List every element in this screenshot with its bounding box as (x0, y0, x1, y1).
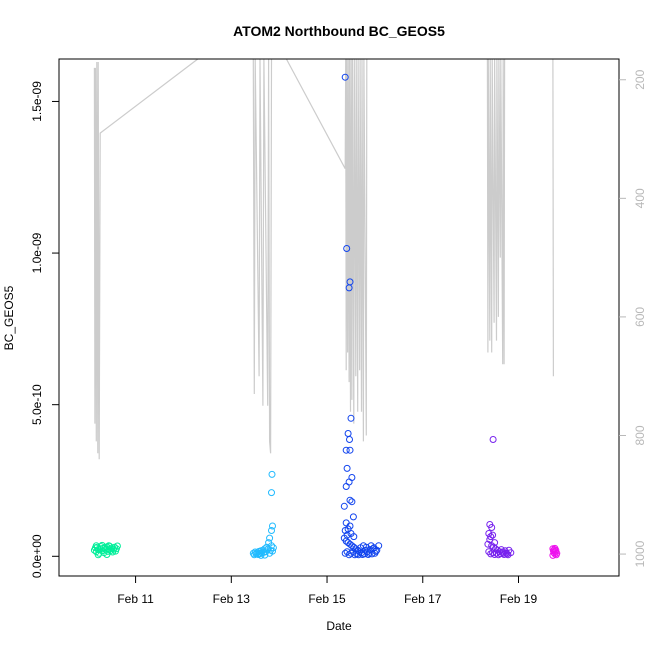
data-point (262, 548, 270, 556)
data-point (266, 534, 274, 542)
data-point (268, 489, 275, 497)
y2-tick-label: 1000 (633, 540, 647, 567)
data-point (347, 549, 355, 557)
data-point (103, 543, 111, 551)
pressure-profile-line (552, 58, 555, 377)
data-point (349, 513, 357, 521)
x-tick-label: Feb 19 (500, 592, 538, 606)
y-axis-label: BC_GEOS5 (2, 285, 16, 350)
data-point (268, 470, 276, 478)
data-point (103, 551, 111, 558)
data-point (348, 474, 356, 481)
y2-tick-label: 800 (633, 425, 647, 445)
y-axis: 0.0e+00 5.0e-10 1.0e-09 1.5e-09 (30, 81, 59, 578)
data-point (341, 73, 349, 81)
right-pressure-axis: 200 400 600 800 1000 (619, 69, 647, 567)
data-point (105, 542, 113, 550)
data-point (484, 540, 492, 548)
data-point (342, 519, 350, 527)
data-point (268, 527, 275, 534)
data-point (346, 522, 354, 530)
data-point (500, 551, 508, 558)
data-point (346, 496, 354, 504)
data-point (94, 551, 102, 559)
x-tick-label: Feb 11 (117, 592, 154, 606)
y2-tick-label: 400 (633, 188, 647, 208)
x-axis-label: Date (326, 619, 352, 633)
data-point (345, 284, 353, 292)
data-point (344, 539, 352, 547)
x-tick-label: Feb 17 (404, 592, 442, 606)
chart-title: ATOM2 Northbound BC_GEOS5 (233, 23, 445, 39)
y-tick-label: 0.0e+00 (30, 534, 44, 578)
data-point (372, 547, 380, 555)
data-point (549, 551, 557, 559)
y-tick-label: 1.5e-09 (30, 81, 44, 122)
x-tick-label: Feb 15 (308, 592, 346, 606)
data-point (485, 548, 493, 556)
data-point (269, 544, 277, 552)
pressure-profile-line (285, 58, 368, 442)
data-point (113, 542, 121, 550)
data-point (346, 436, 353, 443)
data-point (348, 498, 356, 506)
data-point (266, 549, 274, 557)
data-point (370, 544, 378, 552)
data-point (489, 436, 497, 443)
y-tick-label: 1.0e-09 (30, 232, 44, 273)
data-point (504, 551, 512, 559)
data-point (488, 524, 496, 531)
data-point (360, 550, 368, 558)
data-point (346, 446, 354, 454)
data-point (261, 551, 269, 559)
pressure-profile-line (486, 58, 506, 365)
data-point (341, 527, 349, 534)
data-point (343, 464, 351, 472)
pressure-profile-line (252, 58, 273, 454)
y2-tick-label: 200 (633, 69, 647, 89)
data-point (350, 533, 358, 541)
data-points-layer (90, 73, 561, 559)
data-point (342, 483, 350, 490)
y2-tick-label: 600 (633, 307, 647, 327)
data-point (503, 550, 511, 558)
x-axis: Feb 11 Feb 13 Feb 15 Feb 17 Feb 19 (117, 576, 537, 606)
data-point (344, 430, 352, 437)
plot-frame (58, 58, 620, 577)
pressure-profile-line (93, 58, 199, 460)
data-point (341, 549, 349, 557)
y-tick-label: 5.0e-10 (30, 384, 44, 425)
data-point (487, 533, 495, 541)
data-point (98, 541, 106, 549)
data-point (269, 522, 276, 530)
data-point (342, 446, 350, 454)
x-tick-label: Feb 13 (213, 592, 251, 606)
pressure-profile-layer (93, 58, 555, 460)
data-point (362, 543, 370, 551)
data-point (343, 245, 351, 252)
data-point (340, 502, 348, 510)
data-point (502, 549, 510, 557)
data-point (257, 551, 265, 559)
data-point (347, 414, 355, 422)
data-point (551, 544, 559, 552)
